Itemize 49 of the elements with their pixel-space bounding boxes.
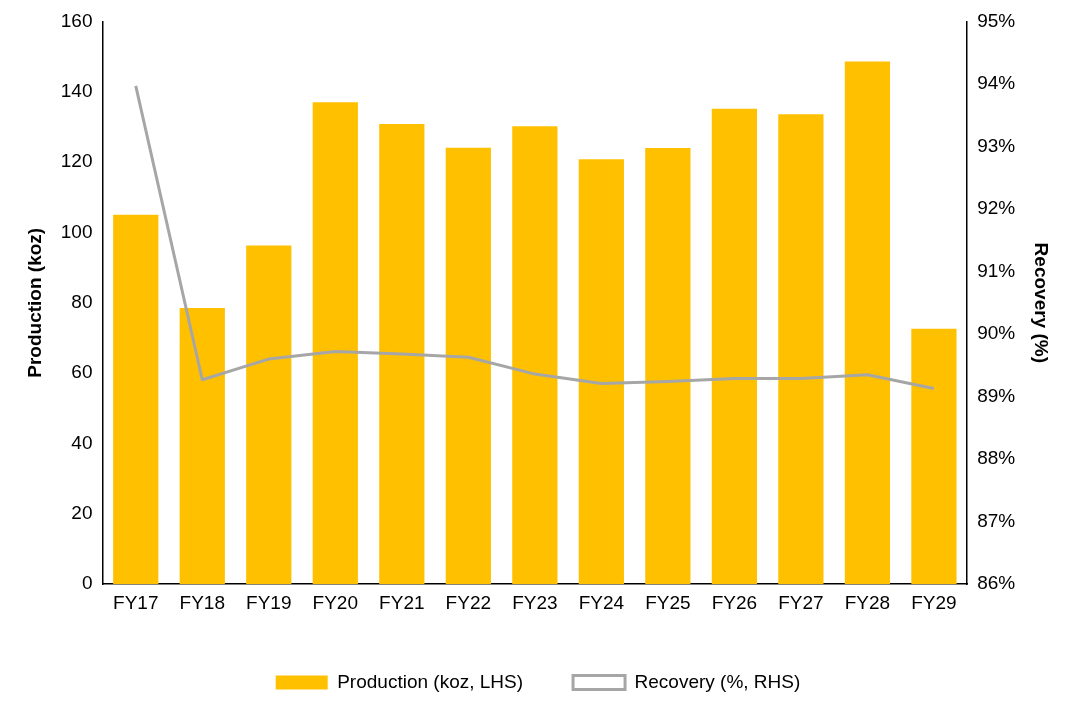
- legend-label: Recovery (%, RHS): [634, 670, 801, 692]
- bar: [312, 102, 358, 585]
- x-tick-label: FY29: [911, 591, 957, 613]
- y2-tick-label: 94%: [977, 72, 1016, 94]
- bar: [445, 147, 491, 585]
- x-tick-label: FY22: [445, 591, 492, 613]
- bar: [113, 214, 159, 585]
- bar: [246, 245, 292, 585]
- bar: [645, 148, 691, 585]
- y-tick-label: 0: [81, 572, 93, 594]
- y2-tick-label: 90%: [977, 322, 1016, 344]
- y-tick-label: 80: [71, 291, 93, 313]
- x-tick-label: FY24: [578, 591, 625, 613]
- bar: [844, 61, 891, 585]
- y-tick-label: 100: [60, 220, 93, 242]
- y-tick-label: 40: [71, 431, 93, 453]
- x-tick-label: FY17: [113, 591, 159, 613]
- x-tick-label: FY20: [312, 591, 359, 613]
- bar: [711, 108, 757, 585]
- x-tick-label: FY21: [379, 591, 425, 613]
- y2-tick-label: 86%: [977, 572, 1016, 594]
- x-tick-label: FY28: [844, 591, 891, 613]
- y2-tick-label: 91%: [977, 259, 1016, 281]
- y-axis-title: Production (koz): [23, 227, 45, 378]
- y-tick-label: 160: [60, 9, 93, 31]
- legend-label: Production (koz, LHS): [337, 670, 524, 692]
- y-tick-label: 140: [60, 79, 93, 101]
- x-tick-label: FY19: [246, 591, 292, 613]
- bar: [179, 308, 225, 585]
- bar: [911, 328, 957, 585]
- y-tick-label: 20: [71, 502, 93, 524]
- y2-tick-label: 92%: [977, 197, 1016, 219]
- x-tick-label: FY25: [645, 591, 691, 613]
- y2-axis-title: Recovery (%): [1031, 242, 1053, 363]
- x-tick-label: FY26: [711, 591, 758, 613]
- bar: [578, 159, 624, 585]
- x-tick-label: FY27: [778, 591, 824, 613]
- x-tick-label: FY18: [179, 591, 225, 613]
- bar: [379, 124, 425, 585]
- x-tick-label: FY23: [512, 591, 558, 613]
- y2-tick-label: 95%: [977, 9, 1016, 31]
- y2-tick-label: 89%: [977, 384, 1016, 406]
- y2-tick-label: 87%: [977, 509, 1016, 531]
- y2-tick-label: 93%: [977, 134, 1016, 156]
- y-tick-label: 60: [71, 361, 93, 383]
- y-tick-label: 120: [60, 150, 93, 172]
- y2-tick-label: 88%: [977, 447, 1016, 469]
- bar: [512, 126, 558, 585]
- bar: [778, 114, 824, 585]
